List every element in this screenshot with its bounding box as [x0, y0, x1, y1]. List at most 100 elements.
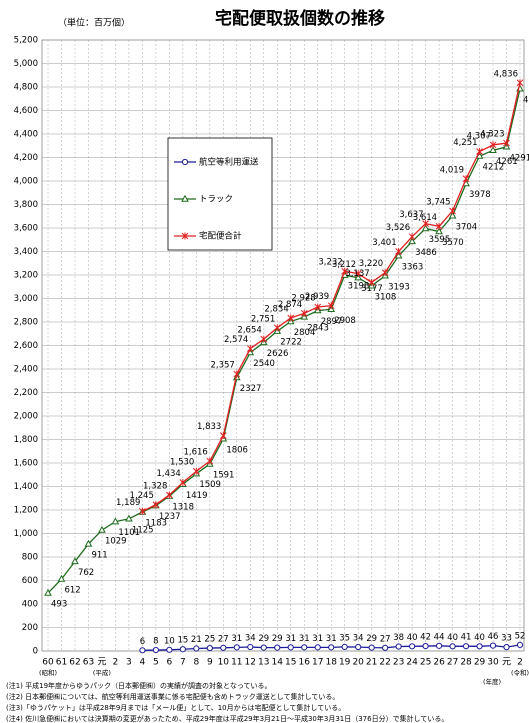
data-label: 4785: [523, 95, 529, 105]
marker: [341, 643, 348, 650]
marker: [84, 539, 93, 547]
marker: [206, 644, 213, 652]
marker: [233, 370, 241, 378]
marker: [395, 643, 402, 650]
data-label: 3,745: [426, 197, 450, 207]
data-label: 612: [64, 586, 80, 596]
marker: [381, 269, 389, 277]
x-tick-label: 14: [272, 658, 284, 668]
x-tick-label: 5: [153, 658, 159, 668]
marker: [476, 643, 483, 650]
data-label: 3,137: [345, 269, 369, 279]
y-tick-label: 600: [22, 576, 38, 586]
marker: [422, 642, 429, 650]
marker: [246, 345, 254, 353]
data-label: 40: [474, 633, 485, 643]
marker: [139, 507, 146, 515]
marker: [382, 644, 389, 651]
marker: [193, 645, 200, 652]
marker: [152, 501, 160, 509]
x-tick-label: 60: [42, 658, 54, 668]
x-tick-label: 9: [207, 658, 213, 668]
y-tick-label: 2,000: [14, 412, 38, 422]
data-label: 3,526: [386, 223, 410, 233]
data-label: 38: [393, 633, 404, 643]
x-tick-label: 20: [352, 658, 364, 668]
data-label: 1,328: [143, 481, 167, 491]
data-label: 4261: [496, 157, 518, 167]
x-tick-label: 25: [420, 658, 431, 668]
marker: [503, 644, 510, 651]
data-label: 2,939: [305, 292, 329, 302]
data-label: 1,245: [130, 491, 154, 501]
data-label: 3,212: [332, 260, 356, 270]
data-label: 10: [164, 636, 175, 646]
data-label: 3,232: [318, 258, 342, 268]
legend-marker: [181, 194, 189, 202]
data-label: 3486: [415, 248, 437, 258]
marker: [152, 646, 159, 654]
y-tick-label: 4,200: [14, 153, 38, 163]
marker: [368, 278, 376, 286]
data-label: 40: [407, 633, 418, 643]
marker: [395, 247, 402, 255]
data-label: 1,530: [170, 458, 194, 468]
data-label: 31: [312, 634, 323, 644]
data-label: 3595: [429, 235, 451, 245]
marker: [462, 175, 470, 183]
marker: [260, 644, 267, 651]
x-tick-label: 2: [517, 658, 523, 668]
data-label: 2626: [267, 349, 289, 359]
y-tick-label: 5,000: [14, 59, 38, 69]
x-tick-label: 22: [379, 658, 390, 668]
data-label: 3,614: [413, 213, 437, 223]
marker: [139, 647, 146, 654]
marker: [476, 148, 483, 156]
y-tick-label: 1,400: [14, 482, 38, 492]
data-label: 762: [78, 568, 94, 578]
marker: [233, 644, 240, 651]
x-tick-label: 21: [366, 658, 377, 668]
y-tick-label: 3,400: [14, 247, 38, 257]
data-label: 25: [204, 635, 215, 645]
data-label: 3,401: [372, 238, 396, 248]
marker: [192, 467, 200, 475]
marker: [449, 207, 456, 215]
y-tick-label: 2,800: [14, 318, 38, 328]
data-label: 6: [140, 637, 145, 647]
footnote: (注1) 平成19年度からゆうパック（日本郵便㈱）の実績が調査の対象となっている…: [6, 681, 272, 690]
y-tick-label: 3,000: [14, 294, 38, 304]
data-label: 4291: [510, 153, 529, 163]
x-tick-label: 元: [97, 658, 106, 668]
x-tick-label: 23: [393, 658, 404, 668]
marker: [111, 517, 120, 525]
x-tick-label: 28: [460, 658, 472, 668]
x-tick-label: 2: [113, 658, 119, 668]
y-tick-label: 1,800: [14, 435, 38, 445]
x-tick-label: 10: [218, 658, 230, 668]
x-tick-label: 12: [245, 658, 256, 668]
marker: [341, 267, 349, 275]
y-tick-label: 400: [22, 600, 38, 610]
legend-marker: [181, 158, 189, 166]
data-label: 1,833: [197, 422, 221, 432]
data-label: 52: [515, 631, 526, 641]
x-sublabel: (令和): [511, 668, 529, 677]
y-tick-label: 4,600: [14, 106, 38, 116]
footnote: (注4) 佐川急便㈱においては決算期の変更があったため、平成29年度は平成29年…: [6, 714, 448, 723]
data-label: 4,836: [494, 69, 518, 79]
data-label: 8: [153, 637, 158, 647]
data-label: 1,434: [157, 469, 181, 479]
marker: [489, 642, 497, 649]
x-tick-label: 18: [325, 658, 337, 668]
x-tick-label: 7: [180, 658, 186, 668]
marker: [489, 146, 497, 154]
legend-label: 航空等利用運送: [199, 157, 259, 168]
y-tick-label: 2,600: [14, 341, 38, 351]
unit-label: （単位：百万個）: [58, 17, 130, 29]
marker: [408, 233, 416, 241]
data-label: 3108: [375, 292, 397, 302]
marker: [355, 643, 362, 651]
marker: [354, 273, 363, 281]
